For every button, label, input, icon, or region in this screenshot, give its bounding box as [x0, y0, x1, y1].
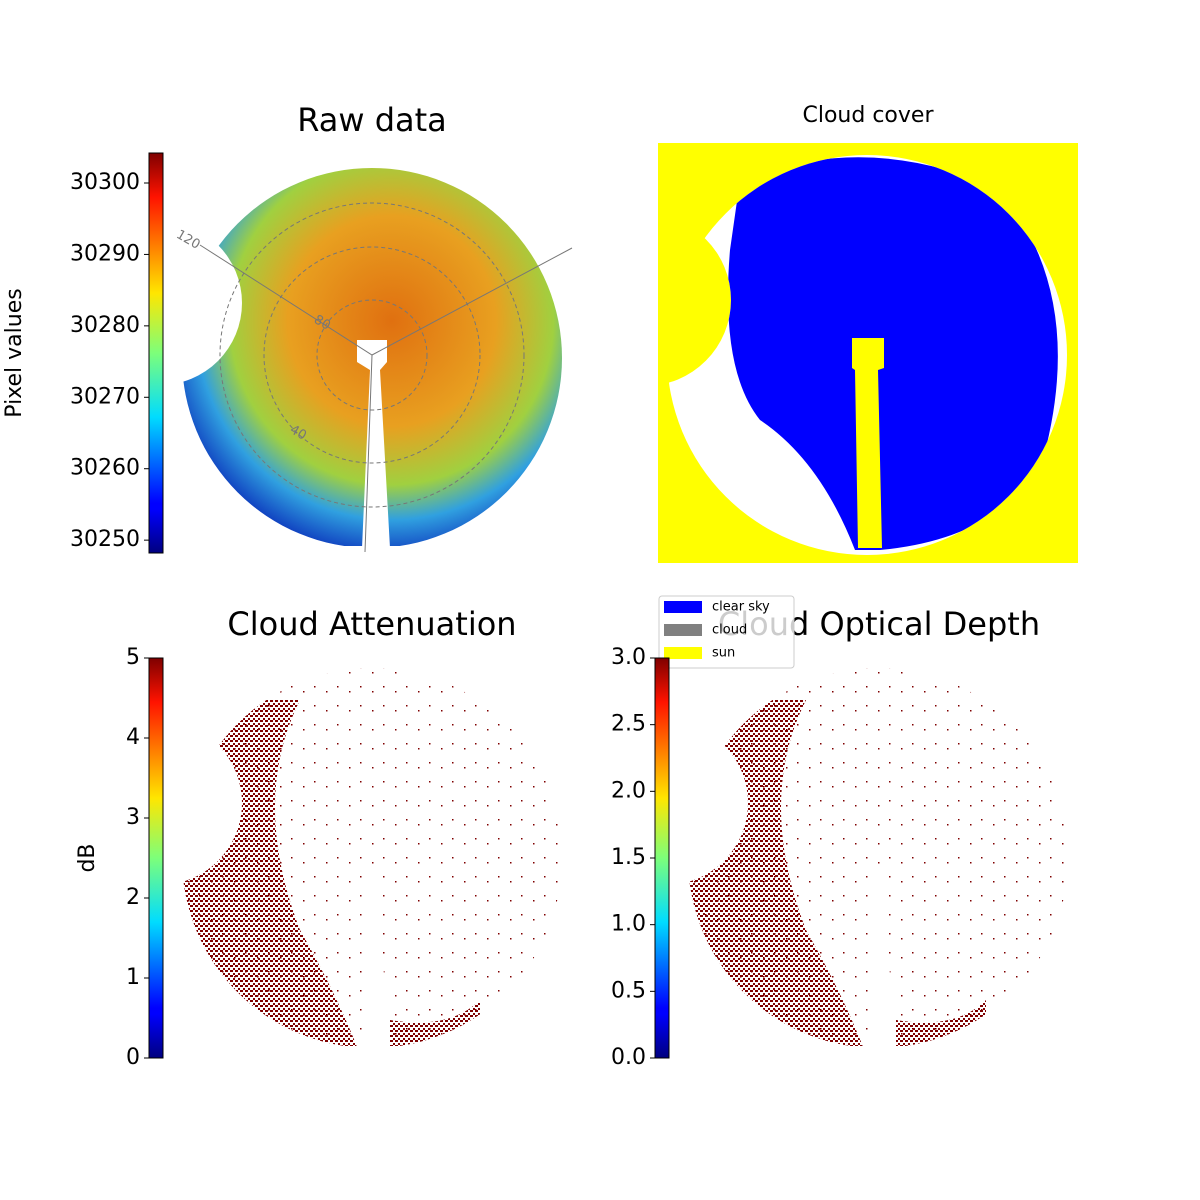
- panel-title: Raw data: [297, 101, 447, 139]
- panel-title: Cloud cover: [803, 103, 935, 128]
- panel-title: Cloud Attenuation: [227, 605, 516, 643]
- legend-label: sun: [712, 646, 735, 661]
- legend: clear sky cloud sun: [658, 595, 795, 669]
- colorbar-tick-label: 30270: [70, 384, 140, 409]
- legend-swatch: [664, 624, 702, 636]
- colorbar-tick-label: 2.5: [611, 712, 646, 737]
- grid-annotation: 80: [311, 312, 333, 333]
- colorbar-tick-label: 3: [126, 805, 140, 830]
- colorbar-tick-label: 3.0: [611, 645, 646, 670]
- colorbar-label: dB: [75, 843, 100, 872]
- colorbar-tick-label: 0.5: [611, 978, 646, 1003]
- legend-label: clear sky: [712, 600, 770, 615]
- colorbar-tick-label: 1: [126, 965, 140, 990]
- colorbar-tick-label: 0: [126, 1045, 140, 1070]
- colorbar-tick-label: 30300: [70, 170, 140, 195]
- colorbar-tick-label: 1.0: [611, 912, 646, 937]
- legend-swatch: [664, 601, 702, 613]
- colorbar-tick-label: 30260: [70, 456, 140, 481]
- colorbar-tick-label: 30290: [70, 241, 140, 266]
- legend-label: cloud: [712, 623, 747, 638]
- colorbar-label: Pixel values: [2, 288, 27, 417]
- colorbar-tick-label: 2: [126, 885, 140, 910]
- colorbar-tick-label: 30250: [70, 527, 140, 552]
- colorbar-tick-label: 4: [126, 725, 140, 750]
- colorbar-tick-label: 0.0: [611, 1045, 646, 1070]
- colorbar-tick-label: 2.0: [611, 778, 646, 803]
- colorbar: [148, 152, 164, 554]
- raw-image: [180, 165, 573, 555]
- colorbar: [148, 657, 164, 1059]
- attenuation-image: [180, 665, 565, 1060]
- colorbar-tick-label: 1.5: [611, 845, 646, 870]
- colorbar-tick-label: 30280: [70, 313, 140, 338]
- legend-swatch: [664, 647, 702, 659]
- grid-annotation: 40: [287, 422, 309, 443]
- colorbar-tick-label: 5: [126, 645, 140, 670]
- colorbar: [654, 657, 670, 1059]
- cloud-cover-image: [658, 143, 1078, 563]
- optical-depth-image: [686, 665, 1071, 1060]
